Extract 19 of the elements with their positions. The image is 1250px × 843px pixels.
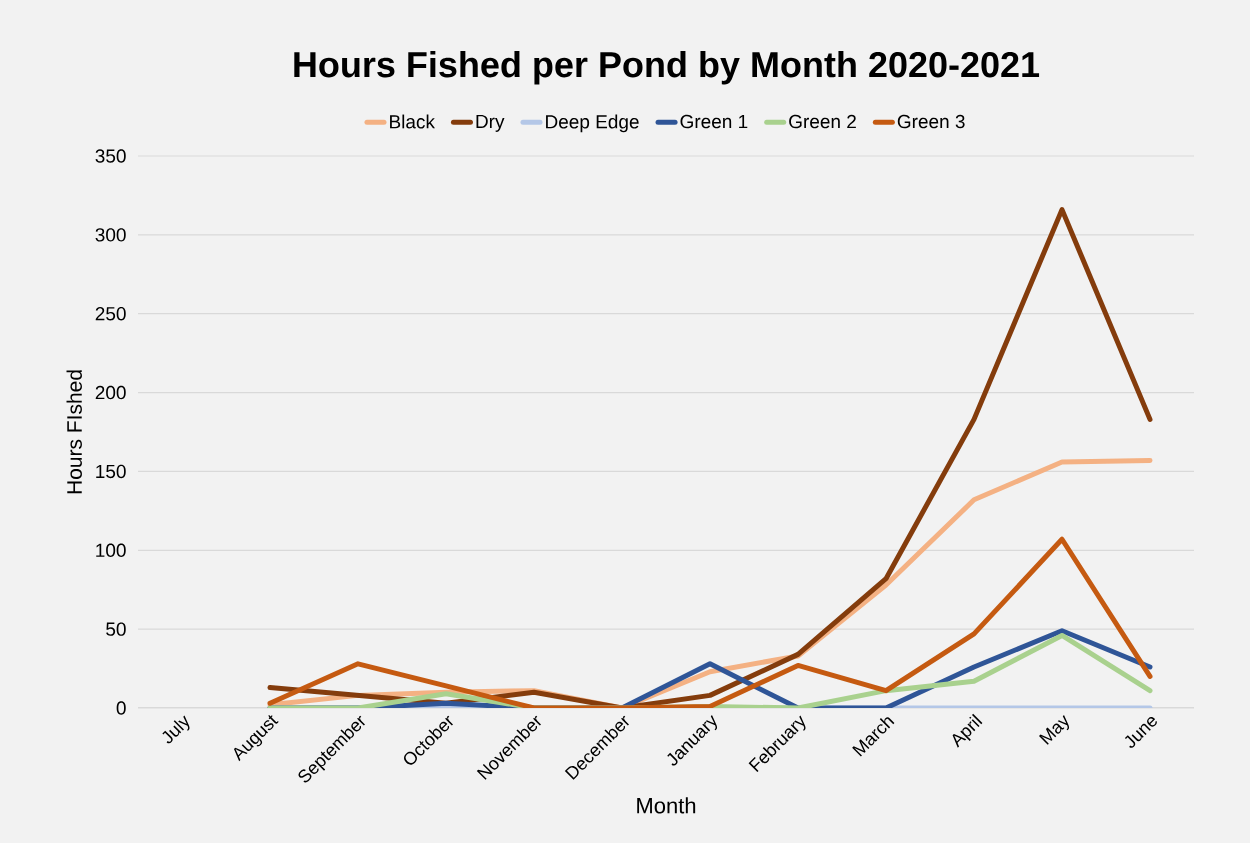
y-tick-label: 300 (95, 228, 126, 242)
x-tick-label: May (1038, 715, 1070, 745)
y-tick-label: 250 (95, 306, 126, 321)
legend-label: Deep Edge (546, 114, 639, 133)
y-tick-label: 200 (95, 385, 126, 400)
x-tick-label: July (162, 715, 190, 744)
y-tick-label: 0 (116, 701, 126, 715)
legend-label: Green 1 (680, 114, 748, 129)
legend-label: Green 3 (897, 114, 965, 129)
legend-label: Green 2 (789, 114, 856, 129)
legend-label: Dry (476, 114, 505, 132)
legend-label: Black (390, 114, 435, 129)
chart-title: Hours Fished per Pond by Month 2020-2021 (294, 50, 1040, 85)
x-axis-title: Month (637, 797, 696, 814)
y-tick-label: 50 (106, 622, 126, 636)
y-tick-label: 150 (96, 464, 126, 479)
y-tick-label: 350 (95, 149, 126, 163)
y-tick-label: 100 (96, 543, 126, 558)
y-axis-title: Hours FIshed (66, 370, 82, 494)
